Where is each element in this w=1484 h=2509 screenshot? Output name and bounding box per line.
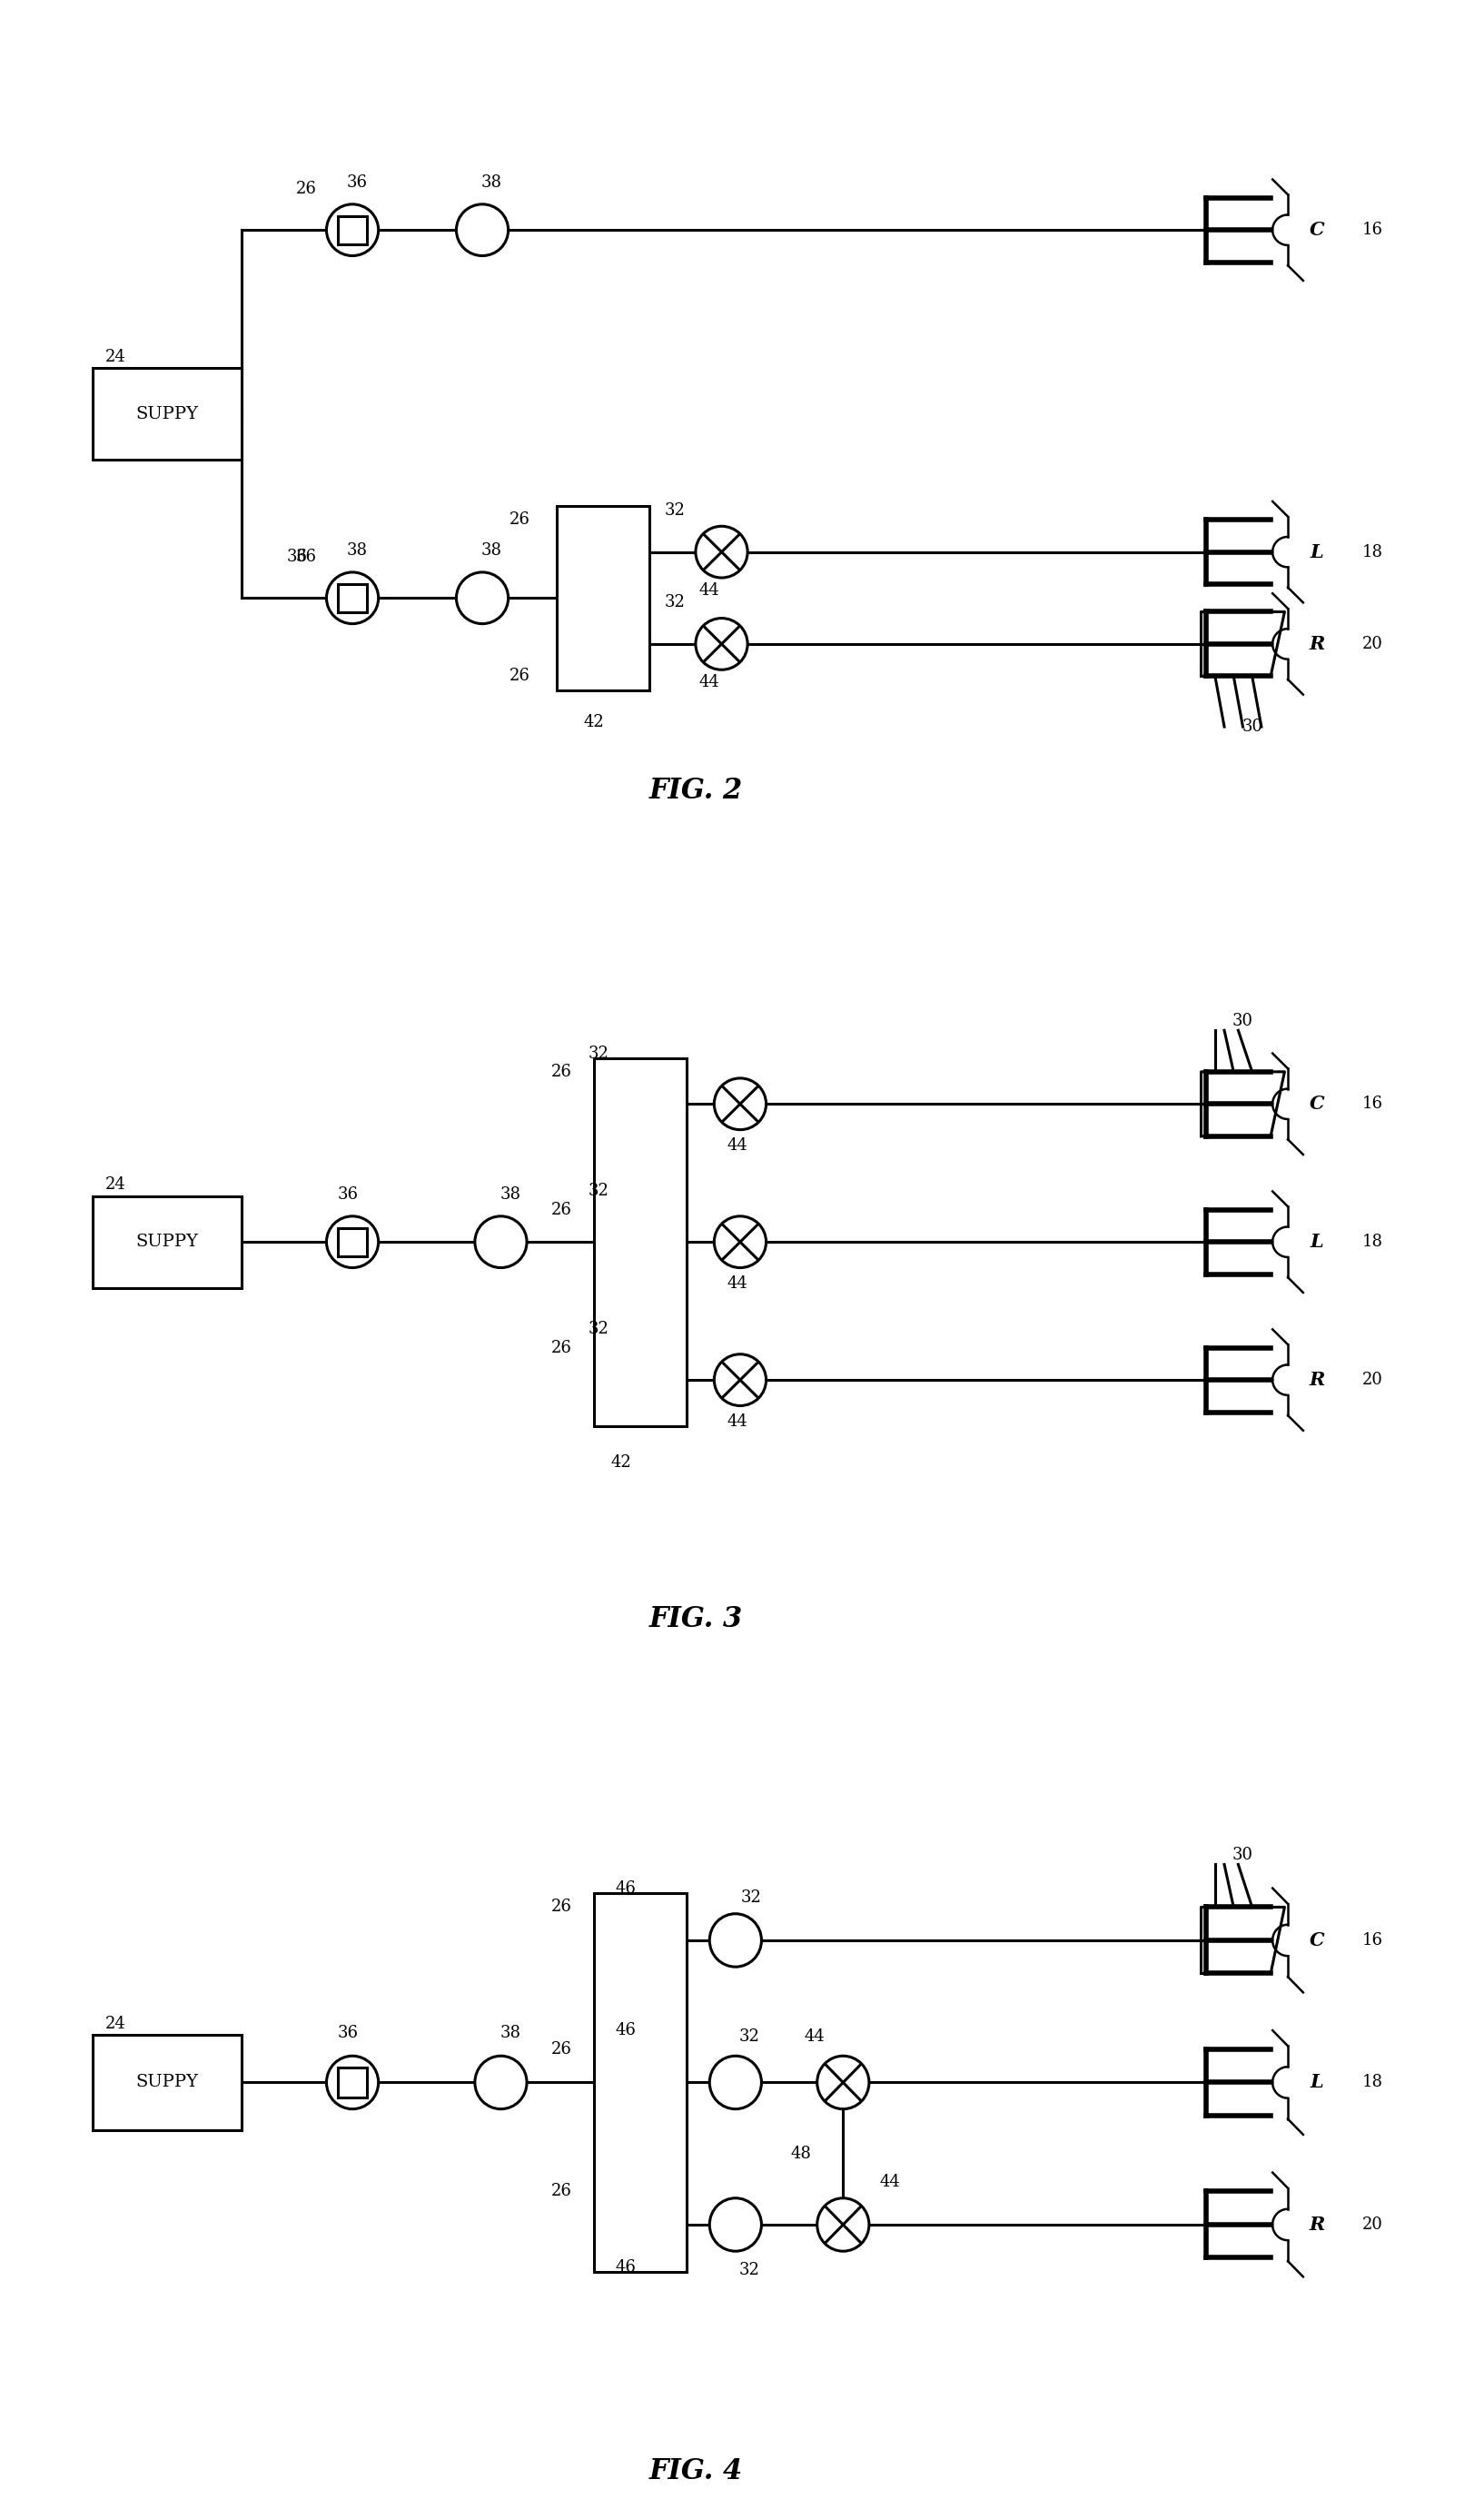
Text: 48: 48 bbox=[791, 2145, 812, 2163]
Text: 20: 20 bbox=[1362, 2215, 1383, 2233]
Text: FIG. 3: FIG. 3 bbox=[649, 1606, 742, 1633]
Circle shape bbox=[709, 2198, 761, 2251]
Text: 26: 26 bbox=[295, 181, 316, 196]
Text: 44: 44 bbox=[879, 2173, 899, 2190]
Text: 38: 38 bbox=[347, 542, 368, 560]
Circle shape bbox=[818, 2198, 870, 2251]
Text: 24: 24 bbox=[105, 1177, 126, 1194]
Text: R: R bbox=[1309, 635, 1325, 652]
Text: 42: 42 bbox=[583, 715, 604, 730]
Circle shape bbox=[475, 2055, 527, 2110]
Text: 30: 30 bbox=[1242, 718, 1263, 735]
Text: 18: 18 bbox=[1362, 2075, 1383, 2090]
Text: 36: 36 bbox=[295, 549, 316, 565]
Bar bbox=[594, 1892, 686, 2273]
Text: 46: 46 bbox=[616, 2258, 637, 2276]
Text: SUPPY: SUPPY bbox=[135, 1234, 199, 1249]
Text: 42: 42 bbox=[611, 1455, 632, 1470]
Bar bbox=[92, 369, 240, 459]
Text: SUPPY: SUPPY bbox=[135, 2075, 199, 2090]
Text: 26: 26 bbox=[551, 1899, 571, 1914]
Text: 38: 38 bbox=[500, 2025, 521, 2042]
Text: 18: 18 bbox=[1362, 1234, 1383, 1249]
Text: 44: 44 bbox=[699, 582, 720, 600]
Text: 32: 32 bbox=[665, 502, 686, 519]
Text: 32: 32 bbox=[739, 2263, 760, 2278]
Text: 26: 26 bbox=[551, 2183, 571, 2200]
Text: 16: 16 bbox=[1362, 1932, 1383, 1949]
Bar bbox=[92, 1197, 240, 1287]
Circle shape bbox=[714, 1079, 766, 1129]
Text: 44: 44 bbox=[727, 1413, 748, 1430]
Text: 26: 26 bbox=[551, 1202, 571, 1217]
Text: 32: 32 bbox=[739, 2030, 760, 2045]
Text: 38: 38 bbox=[481, 542, 502, 560]
Text: 18: 18 bbox=[1362, 544, 1383, 560]
Text: 26: 26 bbox=[509, 512, 530, 527]
Text: C: C bbox=[1309, 1094, 1325, 1114]
Text: 20: 20 bbox=[1362, 1372, 1383, 1387]
Text: 44: 44 bbox=[699, 675, 720, 690]
Text: 32: 32 bbox=[741, 1889, 761, 1907]
Text: 32: 32 bbox=[588, 1184, 608, 1199]
Text: R: R bbox=[1309, 1370, 1325, 1390]
Text: 36: 36 bbox=[337, 1187, 358, 1202]
Bar bbox=[92, 2035, 240, 2130]
Text: 24: 24 bbox=[105, 349, 126, 366]
Text: 30: 30 bbox=[1232, 1847, 1254, 1864]
Text: 44: 44 bbox=[727, 1275, 748, 1292]
Text: 38: 38 bbox=[500, 1187, 521, 1202]
Circle shape bbox=[326, 1217, 378, 1267]
Circle shape bbox=[696, 527, 748, 577]
Circle shape bbox=[456, 203, 508, 256]
Text: 26: 26 bbox=[551, 1064, 571, 1079]
Text: 24: 24 bbox=[105, 2015, 126, 2032]
Bar bbox=[338, 216, 367, 243]
Text: L: L bbox=[1310, 2072, 1324, 2093]
Text: 36: 36 bbox=[347, 173, 368, 191]
Text: 44: 44 bbox=[804, 2030, 825, 2045]
Text: 16: 16 bbox=[1362, 1096, 1383, 1111]
Text: 20: 20 bbox=[1362, 635, 1383, 652]
Text: C: C bbox=[1309, 1932, 1325, 1949]
Text: FIG. 2: FIG. 2 bbox=[649, 778, 742, 805]
Circle shape bbox=[475, 1217, 527, 1267]
Text: FIG. 4: FIG. 4 bbox=[649, 2456, 742, 2486]
Text: 46: 46 bbox=[616, 2022, 637, 2037]
Text: 36: 36 bbox=[337, 2025, 358, 2042]
Text: 32: 32 bbox=[588, 1046, 608, 1061]
Text: L: L bbox=[1310, 542, 1324, 562]
Circle shape bbox=[709, 2055, 761, 2110]
Bar bbox=[338, 585, 367, 612]
Circle shape bbox=[714, 1217, 766, 1267]
Text: 26: 26 bbox=[551, 1340, 571, 1355]
Circle shape bbox=[326, 572, 378, 625]
Circle shape bbox=[714, 1355, 766, 1405]
Circle shape bbox=[326, 203, 378, 256]
Text: L: L bbox=[1310, 1232, 1324, 1252]
Text: 44: 44 bbox=[727, 1137, 748, 1154]
Text: R: R bbox=[1309, 2215, 1325, 2233]
Circle shape bbox=[696, 617, 748, 670]
Circle shape bbox=[818, 2055, 870, 2110]
Bar bbox=[338, 1227, 367, 1257]
Text: 36: 36 bbox=[286, 549, 307, 565]
Bar bbox=[556, 507, 649, 690]
Text: 16: 16 bbox=[1362, 221, 1383, 238]
Text: 26: 26 bbox=[551, 2042, 571, 2057]
Circle shape bbox=[456, 572, 508, 625]
Text: 30: 30 bbox=[1232, 1014, 1254, 1029]
Text: 32: 32 bbox=[588, 1322, 608, 1337]
Text: 26: 26 bbox=[509, 667, 530, 685]
Text: C: C bbox=[1309, 221, 1325, 238]
Bar bbox=[338, 2067, 367, 2098]
Text: 38: 38 bbox=[481, 173, 502, 191]
Text: SUPPY: SUPPY bbox=[135, 406, 199, 422]
Text: 46: 46 bbox=[616, 1879, 637, 1897]
Bar bbox=[594, 1059, 686, 1425]
Circle shape bbox=[326, 2055, 378, 2110]
Text: 32: 32 bbox=[665, 595, 686, 610]
Circle shape bbox=[709, 1914, 761, 1967]
